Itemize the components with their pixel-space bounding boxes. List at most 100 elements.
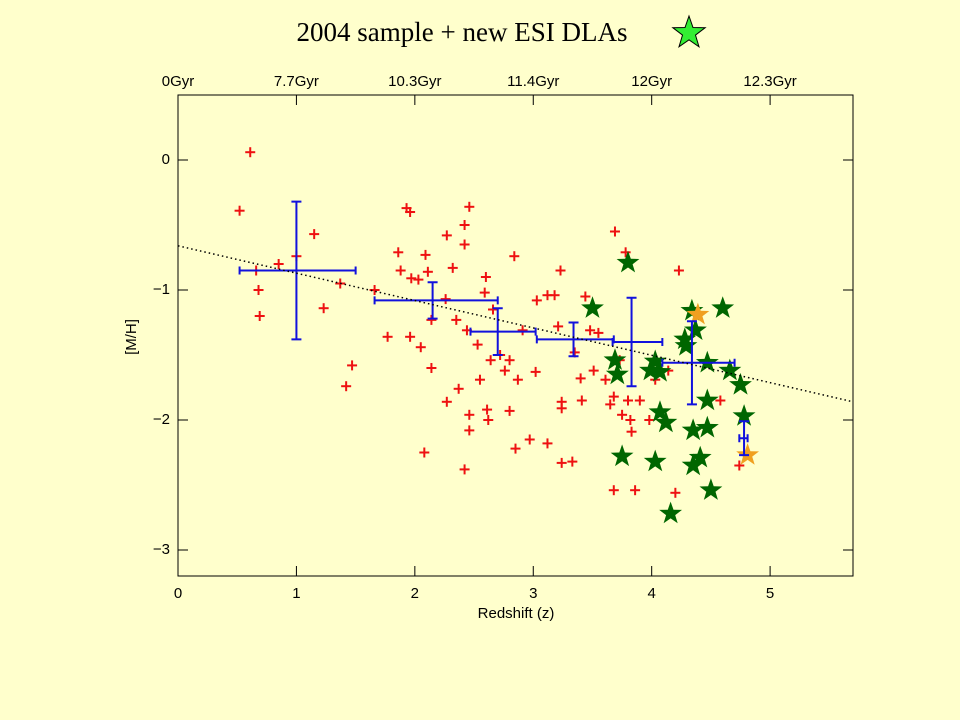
- red-plus: [625, 415, 636, 425]
- red-plus: [459, 464, 470, 475]
- red-plus: [588, 365, 599, 376]
- binned-point: [238, 200, 357, 341]
- binned-point: [373, 281, 499, 320]
- star: [648, 400, 672, 422]
- star: [603, 348, 627, 370]
- red-plus: [715, 395, 726, 406]
- star: [699, 478, 723, 500]
- binned-point: [611, 296, 664, 388]
- star: [643, 349, 667, 372]
- y-tick-label: 0: [162, 151, 170, 168]
- x-tick-label: 0: [174, 585, 182, 602]
- red-plus: [472, 339, 483, 350]
- red-plus: [555, 265, 566, 276]
- red-plus: [608, 391, 619, 402]
- red-plus: [734, 460, 745, 471]
- red-plus: [634, 395, 645, 406]
- red-plus: [253, 285, 264, 295]
- red-plus: [488, 304, 498, 315]
- red-plus: [440, 294, 451, 305]
- red-plus: [531, 295, 542, 306]
- star: [688, 445, 712, 468]
- red-plus: [499, 365, 510, 376]
- red-plus: [474, 374, 485, 385]
- star: [681, 453, 705, 476]
- binned-point: [469, 307, 537, 356]
- y-tick-label: −2: [153, 411, 170, 428]
- red-plus: [309, 229, 320, 240]
- top-x-tick-label: 11.4Gyr: [507, 73, 559, 90]
- red-plus: [542, 438, 553, 449]
- red-plus: [420, 249, 431, 260]
- red-plus: [630, 485, 641, 496]
- bin-width: [238, 266, 357, 275]
- x-tick-label: 4: [648, 585, 656, 602]
- red-plus: [673, 265, 684, 276]
- red-plus: [605, 399, 616, 410]
- star: [686, 302, 710, 325]
- red-plus: [576, 395, 587, 406]
- red-plus: [393, 247, 404, 258]
- title-star: [671, 14, 707, 49]
- red-plus: [609, 226, 620, 237]
- error-bar: [427, 281, 438, 320]
- bin-width: [469, 327, 537, 336]
- error-bar: [568, 321, 579, 358]
- red-plus: [413, 274, 424, 285]
- red-plus: [524, 434, 535, 445]
- chart-title: 2004 sample + new ESI DLAs: [297, 17, 628, 47]
- red-plus: [254, 311, 265, 321]
- star: [680, 298, 704, 321]
- red-plus: [580, 291, 591, 302]
- red-plus: [405, 331, 416, 342]
- red-plus: [441, 230, 452, 241]
- red-plus: [459, 239, 470, 250]
- red-plus: [459, 220, 470, 230]
- red-plus: [395, 265, 406, 276]
- red-plus: [670, 487, 681, 498]
- x-tick-label: 2: [411, 585, 419, 602]
- red-plus: [426, 314, 437, 325]
- red-plus: [510, 443, 521, 454]
- red-plus: [245, 147, 256, 158]
- red-plus: [479, 287, 490, 298]
- star: [616, 250, 640, 273]
- red-plus: [405, 207, 416, 217]
- star: [711, 296, 735, 318]
- red-plus: [347, 360, 358, 371]
- red-plus: [485, 355, 496, 366]
- star: [732, 404, 756, 426]
- star: [736, 443, 759, 465]
- red-plus: [553, 321, 564, 332]
- bin-width: [373, 296, 499, 305]
- red-plus: [530, 366, 541, 377]
- error-bar: [626, 296, 637, 388]
- red-plus: [567, 456, 578, 467]
- red-plus: [422, 266, 433, 277]
- red-plus: [626, 426, 637, 437]
- red-plus: [441, 396, 452, 407]
- star: [581, 296, 604, 318]
- red-plus: [419, 447, 430, 458]
- star: [729, 372, 752, 395]
- star: [643, 449, 667, 472]
- bin-width: [611, 338, 664, 346]
- star: [654, 410, 678, 433]
- binned-point: [661, 320, 736, 406]
- error-bar: [686, 320, 697, 406]
- bin-width: [661, 358, 736, 367]
- star: [639, 358, 662, 381]
- top-x-tick-label: 0Gyr: [162, 73, 195, 90]
- red-plus: [556, 457, 567, 468]
- red-plus: [644, 415, 655, 425]
- top-x-tick-label: 12.3Gyr: [743, 73, 796, 90]
- red-plus: [483, 415, 494, 425]
- star: [718, 358, 742, 381]
- red-plus: [318, 303, 329, 314]
- red-plus: [600, 374, 611, 385]
- red-plus: [509, 251, 520, 262]
- error-bar: [739, 420, 750, 457]
- x-tick-label: 5: [766, 585, 774, 602]
- red-plus: [341, 381, 352, 392]
